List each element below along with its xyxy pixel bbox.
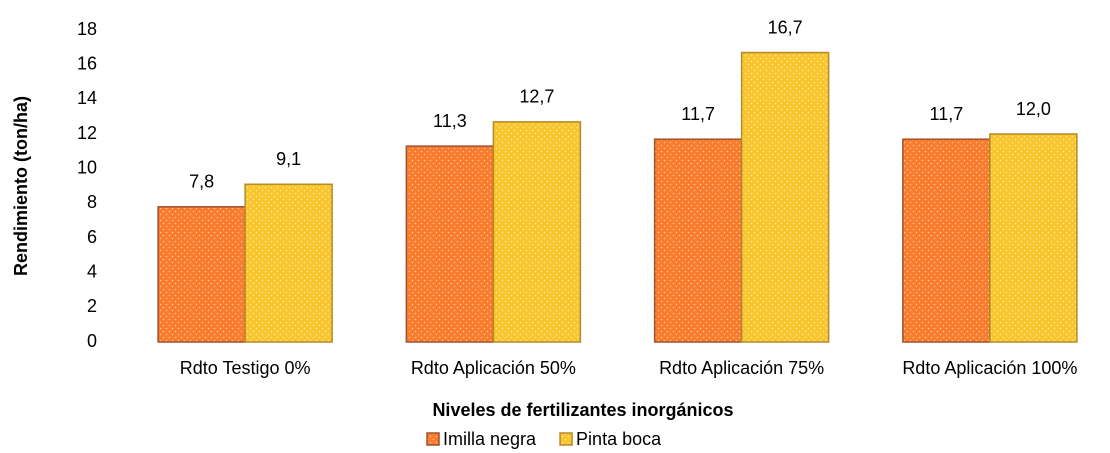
value-label: 12,7	[519, 87, 554, 107]
x-tick-label: Rdto Testigo 0%	[180, 358, 311, 378]
bar	[157, 206, 246, 343]
value-label: 11,7	[681, 104, 715, 124]
value-label: 16,7	[768, 17, 803, 37]
value-label: 7,8	[189, 172, 214, 192]
value-label: 11,3	[433, 111, 467, 131]
value-label: 12,0	[1016, 99, 1051, 119]
y-tick-label: 12	[77, 123, 97, 143]
bar	[405, 145, 495, 343]
y-tick-label: 18	[77, 19, 97, 39]
x-tick-label: Rdto Aplicación 75%	[659, 358, 824, 378]
legend-label: Pinta boca	[576, 429, 662, 449]
value-label: 9,1	[276, 149, 301, 169]
bar	[244, 183, 333, 343]
y-tick-label: 4	[87, 261, 97, 281]
y-tick-label: 14	[77, 88, 97, 108]
y-tick-label: 6	[87, 227, 97, 247]
bar	[989, 133, 1078, 343]
legend-marker	[426, 432, 440, 446]
y-tick-label: 0	[87, 331, 97, 351]
y-tick-label: 16	[77, 53, 97, 73]
bar	[740, 51, 830, 343]
x-tick-label: Rdto Aplicación 100%	[902, 358, 1077, 378]
legend-marker	[559, 432, 573, 446]
x-axis-title: Niveles de fertilizantes inorgánicos	[432, 400, 733, 420]
value-label: 11,7	[930, 104, 964, 124]
y-tick-label: 2	[87, 296, 97, 316]
legend-label: Imilla negra	[443, 429, 537, 449]
x-tick-label: Rdto Aplicación 50%	[411, 358, 576, 378]
bar	[492, 121, 582, 343]
y-axis-title: Rendimiento (ton/ha)	[11, 96, 31, 276]
bar	[902, 138, 991, 343]
bar	[653, 138, 743, 343]
y-tick-label: 10	[77, 157, 97, 177]
y-tick-label: 8	[87, 192, 97, 212]
